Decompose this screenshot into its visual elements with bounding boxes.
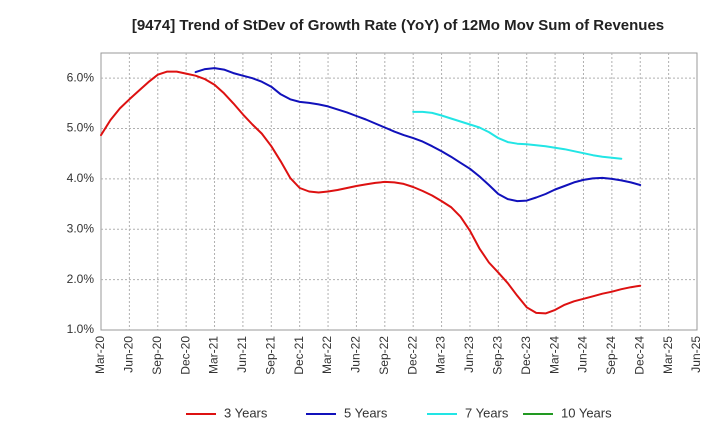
- y-tick-label: 5.0%: [67, 121, 95, 135]
- axes: Mar-20 Jun-20 Sep-20 Dec-20 Mar-21 Jun-21 Sep-…: [67, 70, 704, 374]
- x-tick-label: Sep-22: [377, 336, 391, 375]
- y-tick-label: 2.0%: [67, 272, 95, 286]
- chart-title: [9474] Trend of StDev of Growth Rate (Yo…: [132, 17, 664, 34]
- x-tick-label: Dec-24: [632, 336, 646, 375]
- x-tick-label: Mar-21: [207, 336, 221, 374]
- y-tick-label: 6.0%: [67, 70, 95, 84]
- x-tick-label: Mar-20: [93, 336, 107, 374]
- x-tick-label: Sep-21: [263, 336, 277, 375]
- plot-area: [100, 52, 698, 331]
- x-tick-label: Dec-23: [519, 336, 533, 375]
- x-tick-label: Jun-25: [689, 336, 703, 373]
- x-tick-label: Dec-20: [178, 336, 192, 375]
- y-tick-label: 3.0%: [67, 221, 95, 235]
- legend-label-7-years: 7 Years: [465, 405, 509, 420]
- y-tick-label: 4.0%: [67, 171, 95, 185]
- x-tick-label: Mar-25: [661, 336, 675, 374]
- x-tick-label: Mar-23: [434, 336, 448, 374]
- x-tick-label: Jun-21: [235, 336, 249, 373]
- series-line-7-years: [412, 110, 623, 160]
- series-line-5-years: [194, 67, 642, 203]
- x-tick-label: Jun-23: [462, 336, 476, 373]
- x-tick-label: Jun-24: [576, 336, 590, 373]
- series-lines: [100, 67, 642, 315]
- grid: [100, 52, 698, 331]
- x-tick-label: Sep-20: [150, 336, 164, 375]
- x-tick-label: Mar-22: [320, 336, 334, 374]
- x-tick-label: Dec-22: [405, 336, 419, 375]
- legend: 3 Years 5 Years 7 Years 10 Years: [186, 405, 612, 420]
- y-tick-label: 1.0%: [67, 322, 95, 336]
- x-tick-label: Mar-24: [547, 336, 561, 374]
- x-tick-label: Jun-22: [349, 336, 363, 373]
- legend-label-5-years: 5 Years: [344, 405, 388, 420]
- x-tick-label: Dec-21: [292, 336, 306, 375]
- legend-label-3-years: 3 Years: [224, 405, 268, 420]
- legend-label-10-years: 10 Years: [561, 405, 612, 420]
- series-line-3-years: [100, 70, 642, 315]
- x-tick-label: Jun-20: [122, 336, 136, 373]
- x-tick-label: Sep-23: [491, 336, 505, 375]
- x-tick-label: Sep-24: [604, 336, 618, 375]
